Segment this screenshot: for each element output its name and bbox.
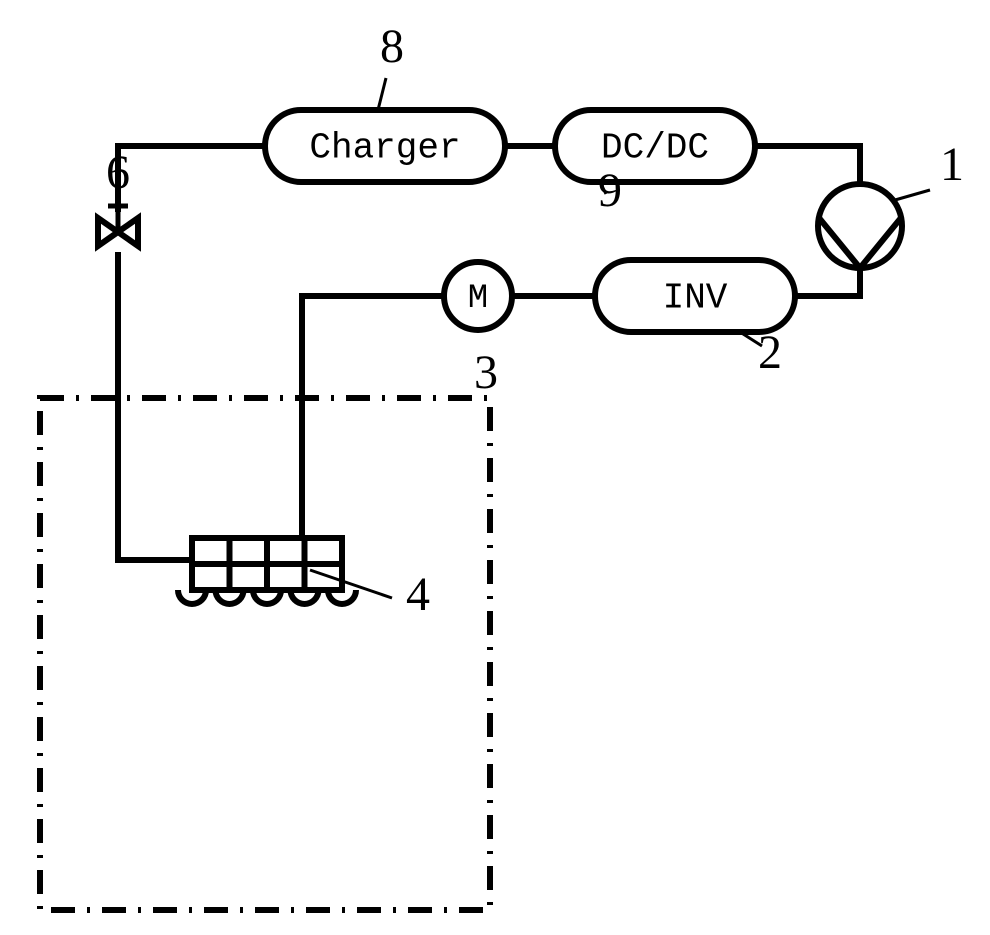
inv-block-label: INV: [663, 278, 728, 319]
callout-2: 2: [758, 326, 782, 379]
callout-3: 3: [474, 346, 498, 399]
pipe-dcdc-to-pump: [755, 146, 860, 184]
callout-1: 1: [940, 138, 964, 191]
callout-6: 6: [106, 146, 130, 199]
pump: [818, 184, 902, 268]
pipe-heater-to-valve: [118, 252, 228, 560]
callout-4: 4: [406, 568, 430, 621]
charger-block-label: Charger: [309, 128, 460, 169]
callout-tick-1: [895, 190, 930, 200]
callout-tick-8: [378, 78, 386, 110]
dcdc-block-label: DC/DC: [601, 128, 709, 169]
container-frame: [40, 398, 490, 910]
pipe-valve-to-charger: [118, 146, 265, 212]
callout-8: 8: [380, 20, 404, 73]
callout-9: 9: [598, 164, 622, 217]
pipe-motor-to-heater: [302, 296, 444, 538]
motor-label: M: [468, 280, 488, 318]
pipe-pump-to-inv: [795, 268, 860, 296]
